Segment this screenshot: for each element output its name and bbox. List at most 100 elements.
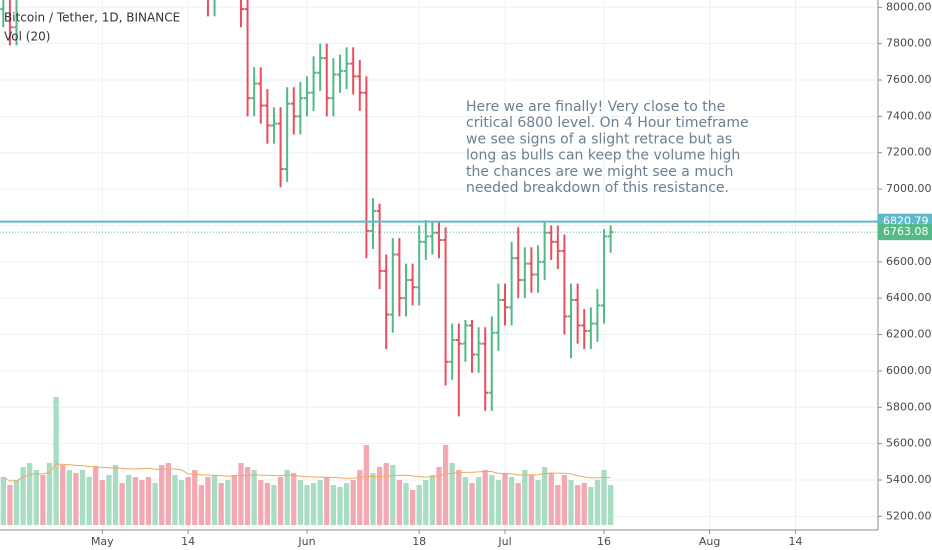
volume-bar <box>561 475 568 525</box>
volume-bar <box>225 480 231 525</box>
volume-bar <box>574 485 581 525</box>
x-tick-label: Aug <box>699 535 720 548</box>
volume-bar <box>607 485 614 525</box>
y-tick-label: 5200.00 <box>886 509 932 522</box>
volume-bar <box>132 477 138 525</box>
volume-bar <box>119 483 125 525</box>
annotation-line: needed breakdown of this resistance. <box>466 180 729 196</box>
volume-bar <box>502 473 508 525</box>
volume-bar <box>475 477 482 525</box>
volume-bar <box>601 470 607 525</box>
volume-bar <box>277 477 284 525</box>
volume-bar <box>469 483 475 525</box>
volume-bar <box>581 483 587 525</box>
volume-bar <box>456 470 462 525</box>
volume-bar <box>489 475 495 525</box>
volume-bar <box>436 467 442 525</box>
volume-bar <box>555 485 561 525</box>
x-tick-label: 18 <box>412 535 426 548</box>
price-label: 6763.08 <box>883 225 929 238</box>
annotation-line: the chances are we might see a much <box>466 164 733 180</box>
volume-bar <box>449 463 455 525</box>
volume-bar <box>403 483 409 525</box>
volume-bar <box>0 477 6 525</box>
volume-bar <box>297 480 304 525</box>
volume-bar <box>178 480 185 525</box>
volume-bar <box>337 487 343 525</box>
axes: 5200.00 5400.00 5600.00 5800.00 6000.00 6200.… <box>91 0 932 548</box>
volume-bar <box>594 480 601 525</box>
volume-bar <box>218 483 224 525</box>
volume-bar <box>423 480 429 525</box>
y-tick-label: 6400.00 <box>886 291 932 304</box>
volume-bar <box>60 465 66 525</box>
volume-bar <box>79 470 86 525</box>
volume-bar <box>528 475 535 525</box>
volume-bar <box>192 470 198 525</box>
volume-bar <box>244 467 251 525</box>
volume-bar <box>159 465 165 525</box>
volume-bar <box>588 487 594 525</box>
annotation: Here we are finally! Very close to thecr… <box>466 99 749 196</box>
volume-bar <box>291 473 297 525</box>
volume-bar <box>508 477 515 525</box>
volume-bar <box>99 480 105 525</box>
volume-bar <box>7 485 13 525</box>
volume-bar <box>264 483 271 525</box>
volume-bar <box>310 483 317 525</box>
volume-bar <box>522 470 528 525</box>
volume-pane <box>0 397 614 525</box>
y-tick-label: 8000.00 <box>886 0 932 13</box>
volume-bar <box>548 473 554 525</box>
volume-bar <box>429 475 436 525</box>
x-tick-label: 14 <box>181 535 195 548</box>
volume-bar <box>205 477 211 525</box>
volume-bar <box>231 475 237 525</box>
volume-bar <box>13 480 20 525</box>
annotation-line: we see signs of a slight retrace but as <box>466 131 732 147</box>
volume-bar <box>238 463 244 525</box>
y-tick-label: 7000.00 <box>886 182 932 195</box>
volume-bar <box>112 465 119 525</box>
volume-bar <box>442 445 449 525</box>
x-tick-label: Jun <box>297 535 315 548</box>
volume-bar <box>33 470 39 525</box>
volume-bar <box>541 467 548 525</box>
volume-bar <box>383 463 389 525</box>
y-tick-label: 7200.00 <box>886 146 932 159</box>
volume-bar <box>350 480 356 525</box>
volume-bar <box>271 485 277 525</box>
x-tick-label: 14 <box>788 535 802 548</box>
volume-ma <box>3 463 611 482</box>
volume-bar <box>462 477 469 525</box>
volume-bar <box>198 485 204 525</box>
volume-bar <box>370 473 376 525</box>
volume-bar <box>568 480 574 525</box>
volume-bar <box>251 470 257 525</box>
volume-bar <box>211 475 218 525</box>
volume-bar <box>495 480 502 525</box>
volume-bar <box>165 463 171 525</box>
y-tick-label: 5400.00 <box>886 473 932 486</box>
volume-bar <box>46 463 53 525</box>
y-tick-label: 7400.00 <box>886 109 932 122</box>
volume-bar <box>535 480 541 525</box>
y-tick-label: 6600.00 <box>886 255 932 268</box>
volume-bar <box>363 445 370 525</box>
volume-bar <box>145 477 152 525</box>
volume-bar <box>139 480 145 525</box>
price-lines <box>0 220 878 233</box>
price-label-bg <box>878 224 932 241</box>
x-tick-label: 16 <box>597 535 611 548</box>
x-tick-label: May <box>91 535 114 548</box>
volume-bar <box>152 483 158 525</box>
volume-bar <box>106 475 112 525</box>
volume-bar <box>185 477 191 525</box>
y-tick-label: 7600.00 <box>886 73 932 86</box>
volume-bar <box>482 470 488 525</box>
annotation-line: long as bulls can keep the volume high <box>466 148 740 164</box>
volume-bar <box>284 470 290 525</box>
volume-bar <box>20 467 26 525</box>
volume-bar <box>515 483 521 525</box>
